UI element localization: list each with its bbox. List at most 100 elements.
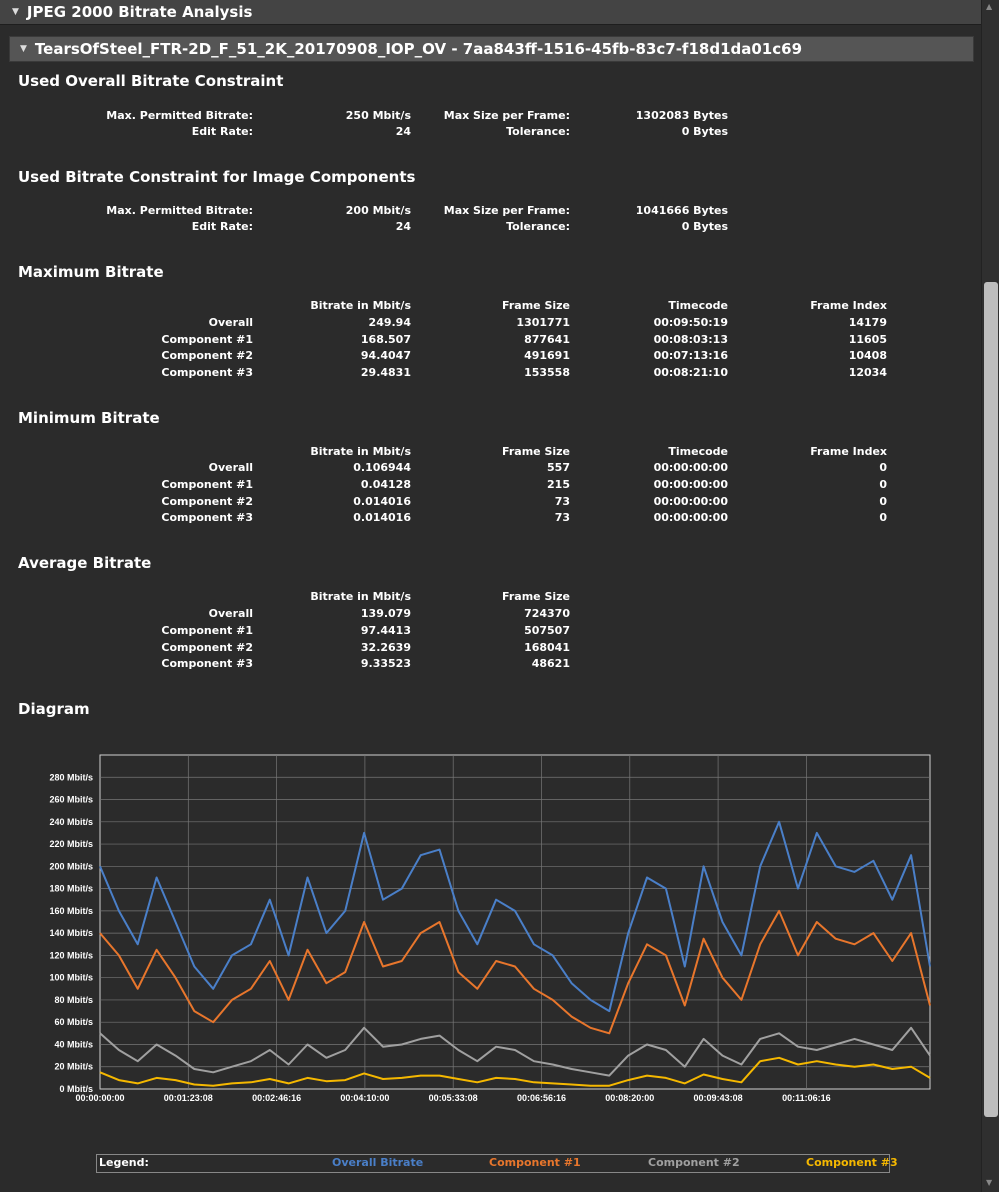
x-tick-label: 00:01:23:08 xyxy=(164,1093,213,1103)
table-cell: 29.4831 xyxy=(360,366,411,379)
table-cell: 557 xyxy=(547,461,570,474)
table-cell: 00:08:03:13 xyxy=(653,333,728,346)
row-label: Component #1 xyxy=(161,478,253,491)
table-cell: 73 xyxy=(554,495,570,508)
component-constraint-heading: Used Bitrate Constraint for Image Compon… xyxy=(18,168,416,186)
max-size-value: 1041666 Bytes xyxy=(635,204,728,217)
x-tick-label: 00:06:56:16 xyxy=(517,1093,566,1103)
average-bitrate-heading: Average Bitrate xyxy=(18,554,152,572)
vertical-scrollbar[interactable]: ▲ ▼ xyxy=(981,0,999,1192)
row-label: Component #2 xyxy=(161,641,253,654)
series-line-3 xyxy=(99,1026,931,1077)
y-tick-label: 160 Mbit/s xyxy=(49,906,93,916)
section-header[interactable]: ▼ JPEG 2000 Bitrate Analysis xyxy=(0,0,981,25)
table-cell: 00:00:00:00 xyxy=(653,511,728,524)
series-line-2 xyxy=(99,909,931,1035)
legend-overall-bitrate: Overall Bitrate xyxy=(332,1156,424,1169)
table-cell: 724370 xyxy=(524,607,570,620)
series-line-4 xyxy=(99,1056,931,1087)
row-label: Overall xyxy=(208,607,253,620)
table-cell: 00:09:50:19 xyxy=(653,316,728,329)
x-tick-label: 00:04:10:00 xyxy=(340,1093,389,1103)
table-cell: 215 xyxy=(547,478,570,491)
edit-rate-label: Edit Rate: xyxy=(191,220,253,233)
bitrate-line-chart: 0 Mbit/s 20 Mbit/s 40 Mbit/s 60 Mbit/s 80 Mb… xyxy=(49,754,931,1103)
overall-constraint-heading: Used Overall Bitrate Constraint xyxy=(18,72,284,90)
plot-area xyxy=(99,754,931,1090)
table-cell: 877641 xyxy=(524,333,570,346)
column-header: Frame Size xyxy=(502,445,570,458)
table-cell: 00:00:00:00 xyxy=(653,495,728,508)
table-cell: 48621 xyxy=(531,657,570,670)
tolerance-label: Tolerance: xyxy=(506,125,570,138)
scrollbar-thumb[interactable] xyxy=(984,282,998,1117)
x-tick-label: 00:00:00:00 xyxy=(75,1093,124,1103)
column-header: Timecode xyxy=(668,299,728,312)
max-permitted-value: 250 Mbit/s xyxy=(345,109,411,122)
section-title: JPEG 2000 Bitrate Analysis xyxy=(26,3,253,21)
table-cell: 00:00:00:00 xyxy=(653,478,728,491)
y-tick-label: 0 Mbit/s xyxy=(59,1084,93,1094)
table-cell: 11605 xyxy=(848,333,887,346)
edit-rate-label: Edit Rate: xyxy=(191,125,253,138)
column-header: Bitrate in Mbit/s xyxy=(310,445,411,458)
table-cell: 0.04128 xyxy=(360,478,411,491)
table-cell: 0 xyxy=(879,511,887,524)
table-cell: 94.4047 xyxy=(360,349,411,362)
column-header: Bitrate in Mbit/s xyxy=(310,299,411,312)
tolerance-value: 0 Bytes xyxy=(681,220,728,233)
table-cell: 0.014016 xyxy=(353,495,411,508)
table-cell: 0.014016 xyxy=(353,511,411,524)
y-tick-label: 120 Mbit/s xyxy=(49,950,93,960)
row-label: Overall xyxy=(208,461,253,474)
maximum-bitrate-heading: Maximum Bitrate xyxy=(18,263,164,281)
max-size-value: 1302083 Bytes xyxy=(635,109,728,122)
column-header: Frame Index xyxy=(810,445,887,458)
legend-component-3: Component #3 xyxy=(806,1156,898,1169)
table-cell: 153558 xyxy=(524,366,570,379)
row-label: Overall xyxy=(208,316,253,329)
row-label: Component #3 xyxy=(161,657,253,670)
collapse-triangle-icon[interactable]: ▼ xyxy=(12,7,19,17)
y-tick-label: 80 Mbit/s xyxy=(54,995,93,1005)
x-tick-label: 00:02:46:16 xyxy=(252,1093,301,1103)
table-cell: 139.079 xyxy=(360,607,411,620)
column-header: Frame Index xyxy=(810,299,887,312)
table-cell: 00:08:21:10 xyxy=(653,366,728,379)
max-permitted-label: Max. Permitted Bitrate: xyxy=(106,109,253,122)
composition-header[interactable]: ▼ TearsOfSteel_FTR-2D_F_51_2K_20170908_I… xyxy=(9,36,974,62)
row-label: Component #3 xyxy=(161,511,253,524)
y-tick-label: 240 Mbit/s xyxy=(49,817,93,827)
tolerance-label: Tolerance: xyxy=(506,220,570,233)
max-permitted-label: Max. Permitted Bitrate: xyxy=(106,204,253,217)
y-tick-label: 20 Mbit/s xyxy=(54,1062,93,1072)
y-tick-label: 40 Mbit/s xyxy=(54,1039,93,1049)
legend-component-2: Component #2 xyxy=(648,1156,740,1169)
row-label: Component #1 xyxy=(161,333,253,346)
collapse-triangle-icon[interactable]: ▼ xyxy=(20,44,27,54)
max-permitted-value: 200 Mbit/s xyxy=(345,204,411,217)
table-cell: 32.2639 xyxy=(360,641,411,654)
series-line-1 xyxy=(99,820,931,1013)
chart-legend: Legend: Overall Bitrate Component #1 Com… xyxy=(96,1154,898,1173)
legend-component-1: Component #1 xyxy=(489,1156,581,1169)
table-cell: 168.507 xyxy=(360,333,411,346)
legend-label: Legend: xyxy=(99,1156,149,1169)
table-cell: 0 xyxy=(879,461,887,474)
scroll-down-icon[interactable]: ▼ xyxy=(986,1178,993,1187)
table-cell: 97.4413 xyxy=(360,624,411,637)
table-cell: 0.106944 xyxy=(353,461,411,474)
table-cell: 0 xyxy=(879,478,887,491)
table-cell: 00:07:13:16 xyxy=(653,349,728,362)
column-header: Timecode xyxy=(668,445,728,458)
table-cell: 168041 xyxy=(524,641,570,654)
x-tick-label: 00:05:33:08 xyxy=(429,1093,478,1103)
edit-rate-value: 24 xyxy=(395,125,411,138)
table-cell: 12034 xyxy=(848,366,887,379)
x-tick-label: 00:11:06:16 xyxy=(782,1093,831,1103)
table-cell: 0 xyxy=(879,495,887,508)
y-tick-label: 220 Mbit/s xyxy=(49,839,93,849)
scroll-up-icon[interactable]: ▲ xyxy=(986,2,993,11)
y-tick-label: 60 Mbit/s xyxy=(54,1017,93,1027)
table-cell: 73 xyxy=(554,511,570,524)
